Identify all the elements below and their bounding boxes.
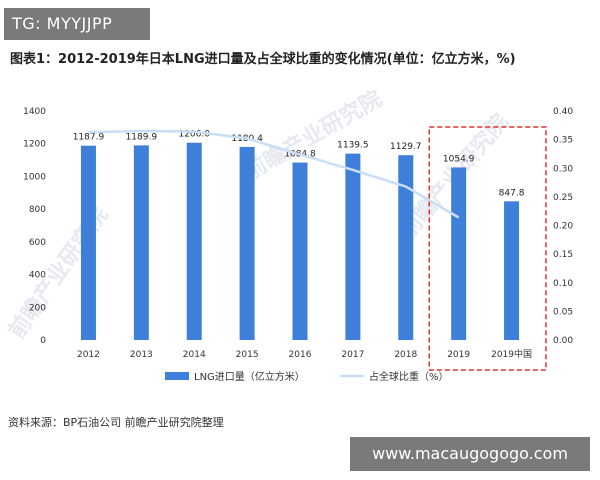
- bar: [451, 167, 467, 340]
- y-right-tick-label: 0.20: [553, 222, 573, 232]
- y-right-tick-label: 0.05: [553, 307, 573, 317]
- legend-line-label: 占全球比重（%）: [369, 370, 449, 383]
- bar: [239, 146, 255, 340]
- y-right-tick-label: 0.15: [553, 250, 573, 260]
- x-tick-label: 2013: [130, 350, 153, 360]
- y-left-tick-label: 400: [29, 271, 46, 281]
- bar-value-label: 1189.9: [126, 132, 158, 142]
- y-right-tick-label: 0.00: [553, 336, 573, 346]
- x-tick-label: 2019中国: [491, 348, 532, 360]
- bar: [80, 145, 96, 340]
- y-right-tick-label: 0.40: [553, 107, 573, 117]
- watermarks: 前瞻产业研究院 前瞻产业研究院 前瞻产业研究院: [4, 86, 514, 344]
- tg-tag: TG: MYYJJPP: [4, 8, 150, 40]
- highlight-box: [428, 126, 547, 371]
- x-tick-label: 2018: [394, 350, 417, 360]
- x-tick-label: 2015: [236, 350, 259, 360]
- y-left-tick-label: 1200: [23, 140, 46, 150]
- bar-value-label: 847.8: [499, 188, 525, 198]
- y-left-tick-label: 0: [40, 336, 46, 346]
- bar-value-label: 1054.9: [443, 154, 475, 164]
- y-right-tick-label: 0.30: [553, 164, 573, 174]
- bar: [398, 155, 414, 340]
- share-line: [88, 129, 460, 219]
- plot-area: 0 200 400 600 800 1000 1200 1400 0.00 0.05 0.10 0.1…: [23, 107, 573, 383]
- bar: [345, 153, 361, 340]
- y-right-tick-label: 0.35: [553, 136, 573, 146]
- bar-value-label: 1187.9: [73, 133, 105, 143]
- bar: [186, 142, 202, 340]
- y-right-tick-label: 0.10: [553, 279, 573, 289]
- chart-title: 图表1：2012-2019年日本LNG进口量及占全球比重的变化情况(单位：亿立方…: [10, 52, 516, 67]
- x-tick-label: 2016: [289, 350, 312, 360]
- y-left-tick-label: 1000: [23, 172, 46, 182]
- legend-bar-swatch: [165, 372, 189, 380]
- watermark-left: 前瞻产业研究院: [4, 202, 114, 343]
- x-tick-label: 2019: [447, 350, 470, 360]
- x-tick-label: 2014: [183, 350, 206, 360]
- bar: [504, 201, 520, 340]
- source-note: 资料来源：BP石油公司 前瞻产业研究院整理: [8, 416, 224, 429]
- y-left-tick-label: 200: [29, 303, 46, 313]
- bar: [292, 162, 308, 340]
- bar-value-label: 1206.0: [178, 130, 210, 140]
- bar-value-label: 1129.7: [390, 142, 422, 152]
- url-box: www.macaugogogo.com: [350, 437, 590, 471]
- x-tick-label: 2012: [77, 350, 100, 360]
- y-right-tick-label: 0.25: [553, 193, 573, 203]
- x-tick-label: 2017: [341, 350, 364, 360]
- y-left-tick-label: 600: [29, 238, 46, 248]
- y-left-tick-label: 1400: [23, 107, 46, 117]
- legend-bar-label: LNG进口量（亿立方米）: [194, 370, 305, 383]
- bar: [133, 145, 149, 340]
- y-left-tick-label: 800: [29, 205, 46, 215]
- bar-value-label: 1139.5: [337, 141, 369, 151]
